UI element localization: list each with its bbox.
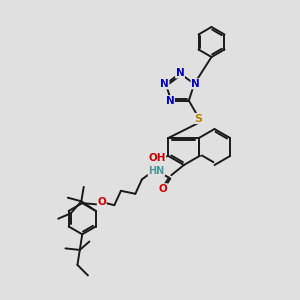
Text: N: N	[166, 96, 174, 106]
Text: S: S	[195, 113, 203, 124]
Text: N: N	[191, 79, 200, 89]
Text: N: N	[176, 68, 184, 78]
Text: O: O	[97, 197, 106, 207]
Text: O: O	[158, 184, 167, 194]
Text: N: N	[160, 79, 169, 89]
Text: OH: OH	[148, 153, 166, 164]
Text: HN: HN	[148, 166, 164, 176]
